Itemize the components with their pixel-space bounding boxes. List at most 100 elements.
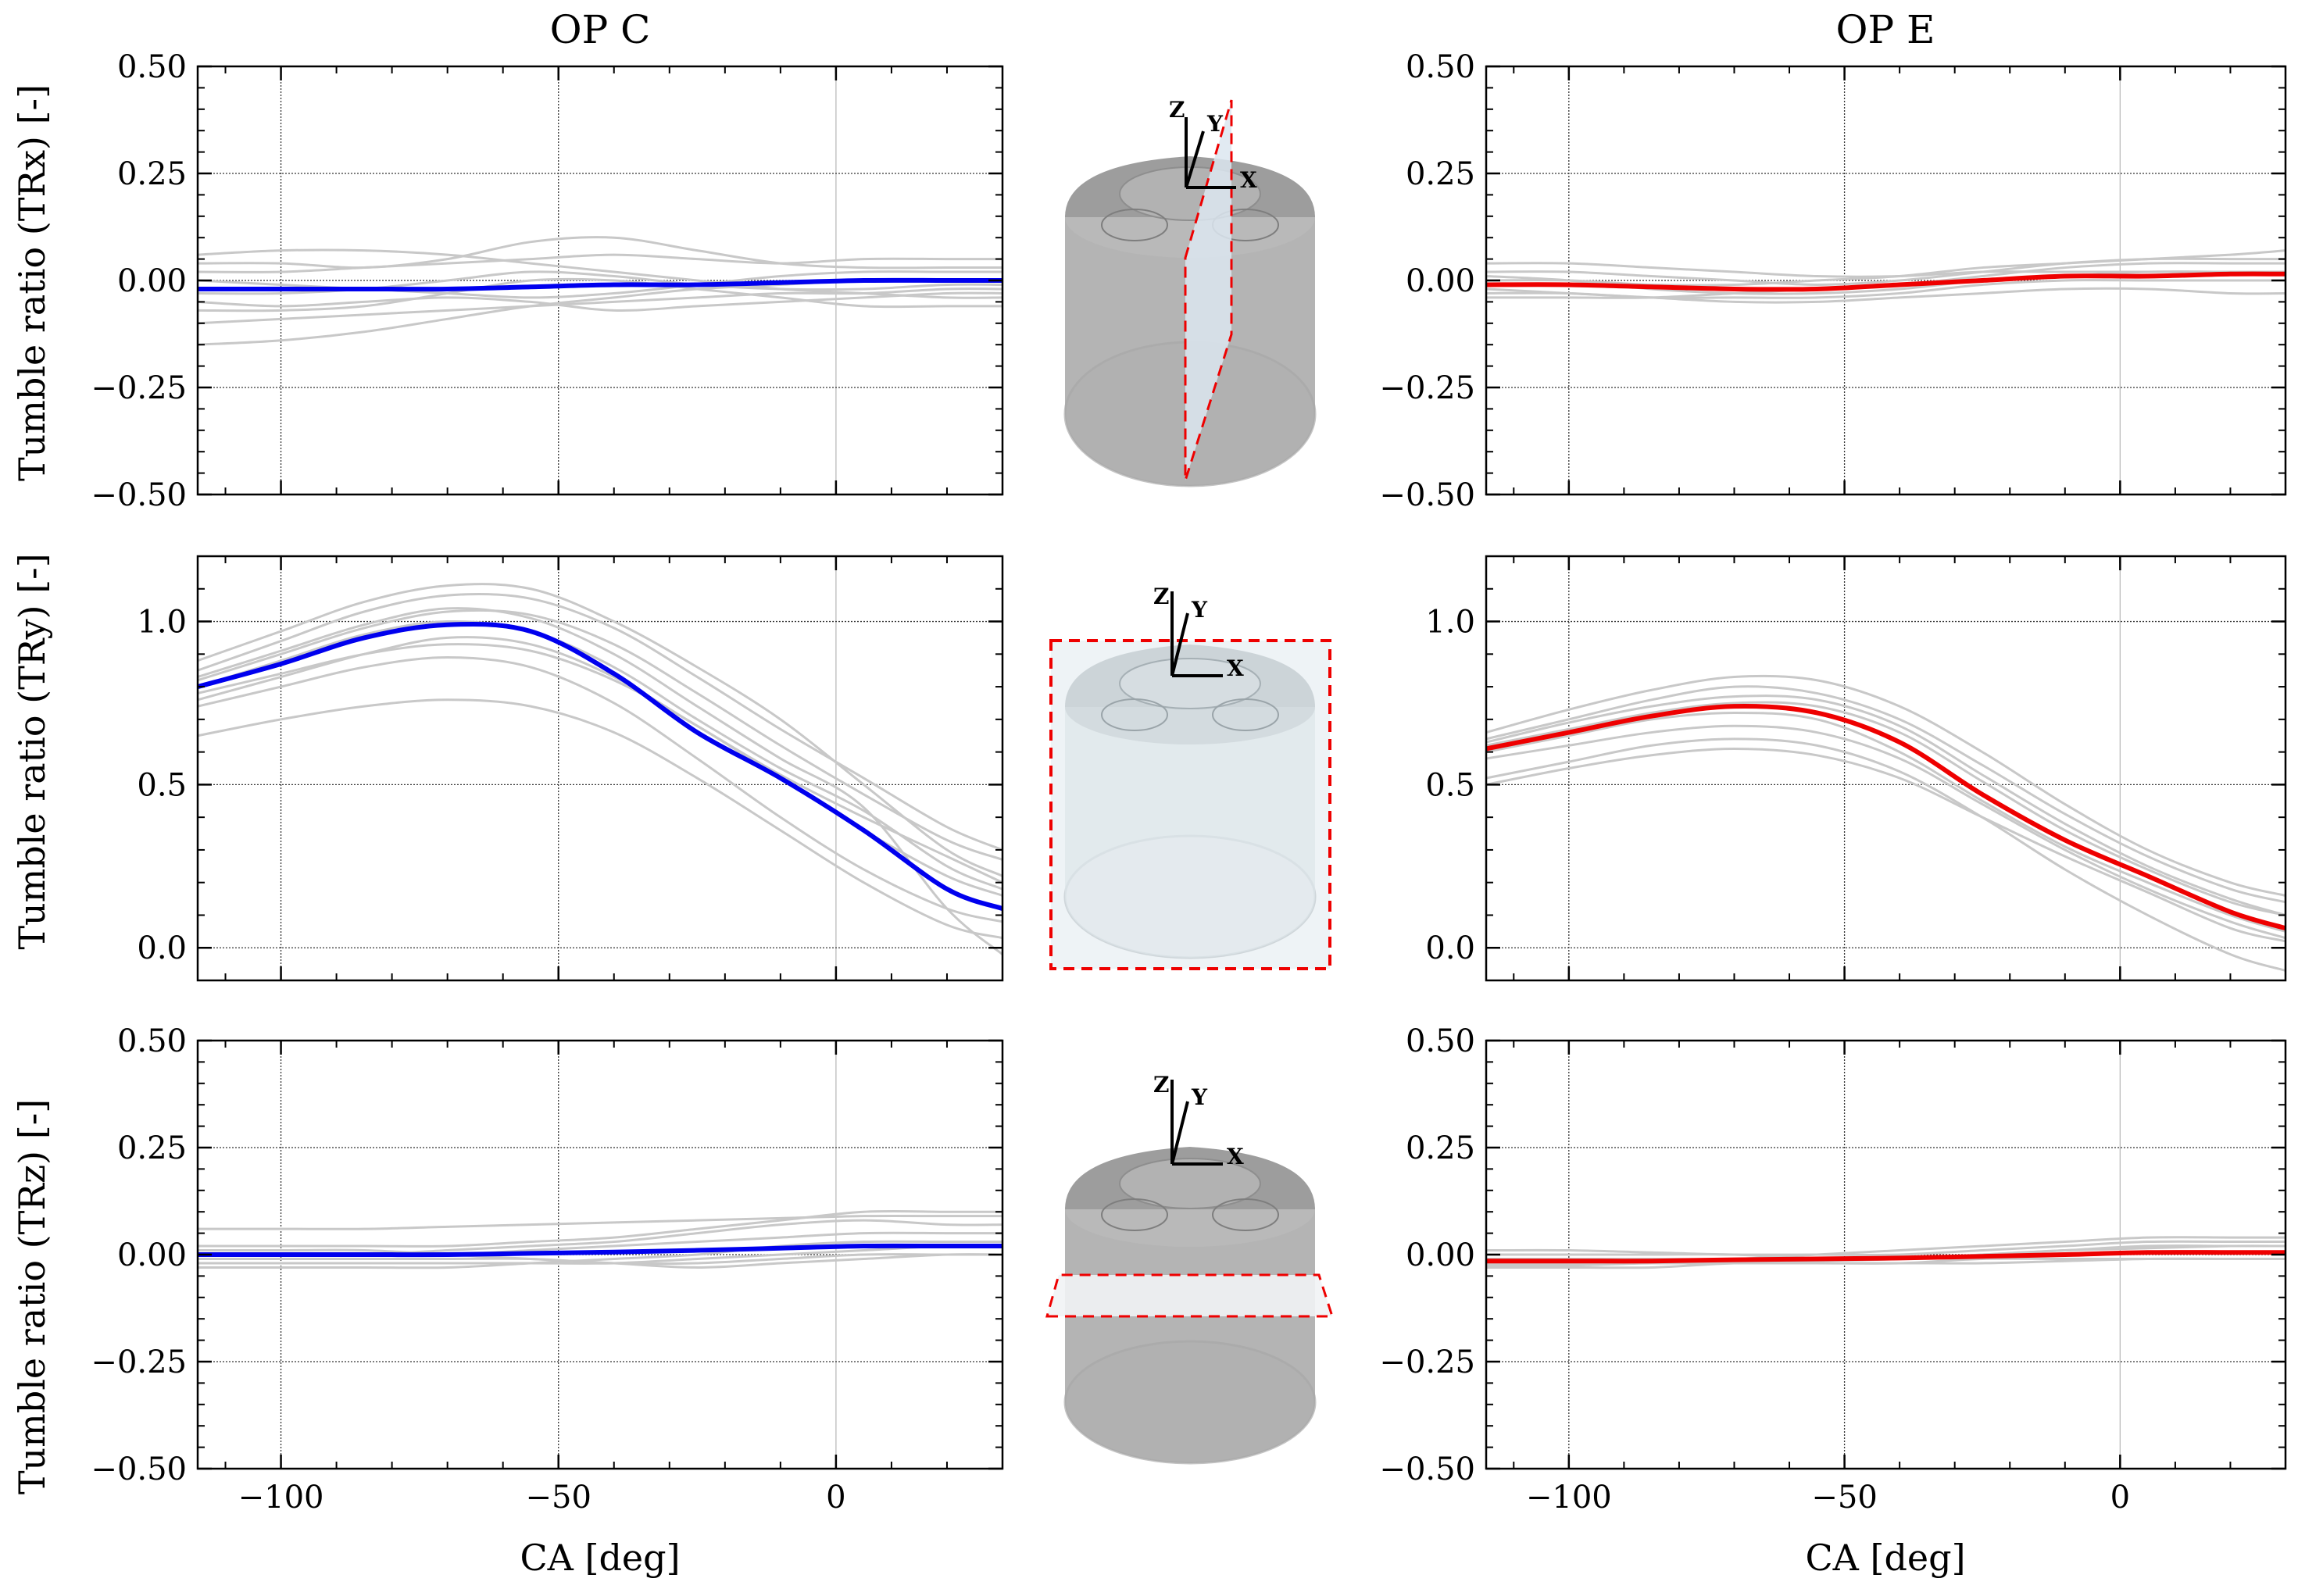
series-lines [198, 236, 1002, 346]
y-tick-label: −0.25 [91, 370, 187, 406]
plot-panels: −0.50−0.250.000.250.500.00.51.0−100 −50 0−… [91, 49, 2287, 1516]
cycle-series-line [1486, 724, 2285, 940]
mean-series-line [198, 621, 1002, 911]
y-tick-label: 0.50 [1406, 49, 1475, 85]
axis-y-label: Y [1206, 111, 1224, 137]
mean-series-line [198, 1243, 1002, 1258]
mean-series-line [1486, 271, 2285, 292]
axis-z-label: Z [1169, 97, 1185, 123]
cycle-series-line [198, 248, 1002, 299]
y-tick-label: 0.00 [1406, 263, 1475, 299]
engine-cylinder-xz-plane-icon: Z Y X [1049, 584, 1331, 970]
cycle-series-line [1486, 685, 2285, 904]
axis-x-label: X [1240, 167, 1257, 193]
cycle-series-line [198, 253, 1002, 273]
y-tick-label: 0.50 [117, 1023, 187, 1059]
series-lines [1486, 249, 2285, 304]
y-tick-label: 0.00 [117, 1237, 187, 1273]
cycle-series-line [1486, 287, 2285, 304]
xlabel-op-e: CA [deg] [1805, 1537, 1965, 1579]
title-op-e: OP E [1835, 7, 1935, 52]
axis-x-label: X [1227, 655, 1244, 681]
axis-x-label: X [1227, 1144, 1244, 1169]
x-tick-label: 0 [826, 1480, 845, 1516]
y-tick-label: 0.50 [117, 49, 187, 85]
axis-z-label: Z [1153, 1072, 1169, 1098]
panel-try-op-e: 0.0 0.5 1.0 [1425, 555, 2287, 982]
engine-cylinder-xy-plane-icon: Z Y X [1045, 1072, 1335, 1465]
panel-try-op-c: 0.0 0.5 1.0 [137, 555, 1004, 982]
y-tick-label: −0.50 [1379, 1451, 1475, 1487]
y-tick-label: 0.25 [1406, 1130, 1475, 1166]
ylabel-try: Tumble ratio (TRy) [-] [11, 553, 53, 949]
cycle-series-line [1486, 711, 2285, 933]
y-tick-label: 0.25 [1406, 156, 1475, 192]
engine-cylinder-yz-plane-icon: Z Y X [1063, 97, 1317, 487]
yz-section-plane [1184, 99, 1233, 481]
xy-section-plane [1045, 1273, 1335, 1318]
cycle-series-line [1486, 701, 2285, 916]
axis-y-label: Y [1191, 1084, 1208, 1110]
y-tick-label: −0.25 [1379, 1344, 1475, 1380]
cycle-series-line [198, 609, 1002, 861]
series-lines [1486, 674, 2285, 972]
cycle-series-line [198, 607, 1002, 955]
cycle-series-line [198, 277, 1002, 312]
mean-series-line [198, 277, 1002, 292]
cycle-series-line [198, 698, 1002, 940]
y-tick-label: −0.25 [91, 1344, 187, 1380]
title-op-c: OP C [550, 7, 651, 52]
x-tick-label: −50 [1811, 1480, 1877, 1516]
cycle-series-line [1486, 694, 2285, 916]
axis-z-label: Z [1153, 584, 1169, 609]
cycle-series-line [198, 1214, 1002, 1230]
y-tick-label: −0.50 [91, 477, 187, 513]
mean-series-line [1486, 703, 2285, 931]
cycle-series-line [1486, 737, 2285, 972]
x-tick-label: −100 [1526, 1480, 1612, 1516]
panel-trx-op-e: −0.50 −0.25 0.00 0.25 0.50 [1379, 49, 2287, 513]
cycle-series-line [198, 236, 1002, 270]
y-tick-label: 0.25 [117, 156, 187, 192]
series-lines [198, 1209, 1002, 1269]
cycle-series-line [198, 643, 1002, 897]
axis-y-label: Y [1191, 597, 1208, 623]
panel-trx-op-c: −0.50 −0.25 0.00 0.25 0.50 [91, 49, 1004, 513]
mean-series-line [1486, 1250, 2285, 1264]
cycle-series-line [198, 291, 1002, 312]
x-tick-label: −100 [238, 1480, 324, 1516]
cycle-series-line [1486, 674, 2285, 897]
cycle-series-line [198, 636, 1002, 884]
panel-trz-op-e: −100 −50 0 −0.50 −0.25 0.00 0.25 0.50 [1379, 1023, 2287, 1516]
cycle-series-line [1486, 1240, 2285, 1256]
x-tick-label: 0 [2110, 1480, 2130, 1516]
x-tick-label: −50 [526, 1480, 591, 1516]
series-lines [1486, 1236, 2285, 1269]
cycle-series-line [198, 583, 1002, 877]
y-tick-label: 0.00 [117, 263, 187, 299]
cycle-series-line [198, 619, 1002, 891]
axes-frame [1485, 555, 2287, 982]
cycle-series-line [198, 1253, 1002, 1266]
y-tick-label: −0.50 [91, 1451, 187, 1487]
y-tick-label: 0.0 [137, 930, 187, 966]
ylabel-trx: Tumble ratio (TRx) [-] [11, 84, 53, 481]
xlabel-op-c: CA [deg] [520, 1537, 680, 1579]
ylabel-trz: Tumble ratio (TRz) [-] [11, 1099, 53, 1494]
y-tick-label: 0.5 [1425, 767, 1475, 803]
cycle-series-line [198, 592, 1002, 852]
panel-trz-op-c: −100 −50 0 −0.50 −0.25 0.00 0.25 0.50 [91, 1023, 1004, 1516]
y-tick-label: 0.50 [1406, 1023, 1475, 1059]
series-lines [198, 583, 1002, 955]
y-tick-label: 1.0 [137, 605, 187, 641]
y-tick-label: 0.0 [1425, 930, 1475, 966]
cycle-series-line [198, 655, 1002, 923]
y-tick-label: 0.25 [117, 1130, 187, 1166]
y-tick-label: 1.0 [1425, 605, 1475, 641]
y-tick-label: 0.00 [1406, 1237, 1475, 1273]
cycle-series-line [198, 1240, 1002, 1269]
cycle-series-line [1486, 747, 2285, 943]
y-tick-label: −0.25 [1379, 370, 1475, 406]
y-tick-label: −0.50 [1379, 477, 1475, 513]
